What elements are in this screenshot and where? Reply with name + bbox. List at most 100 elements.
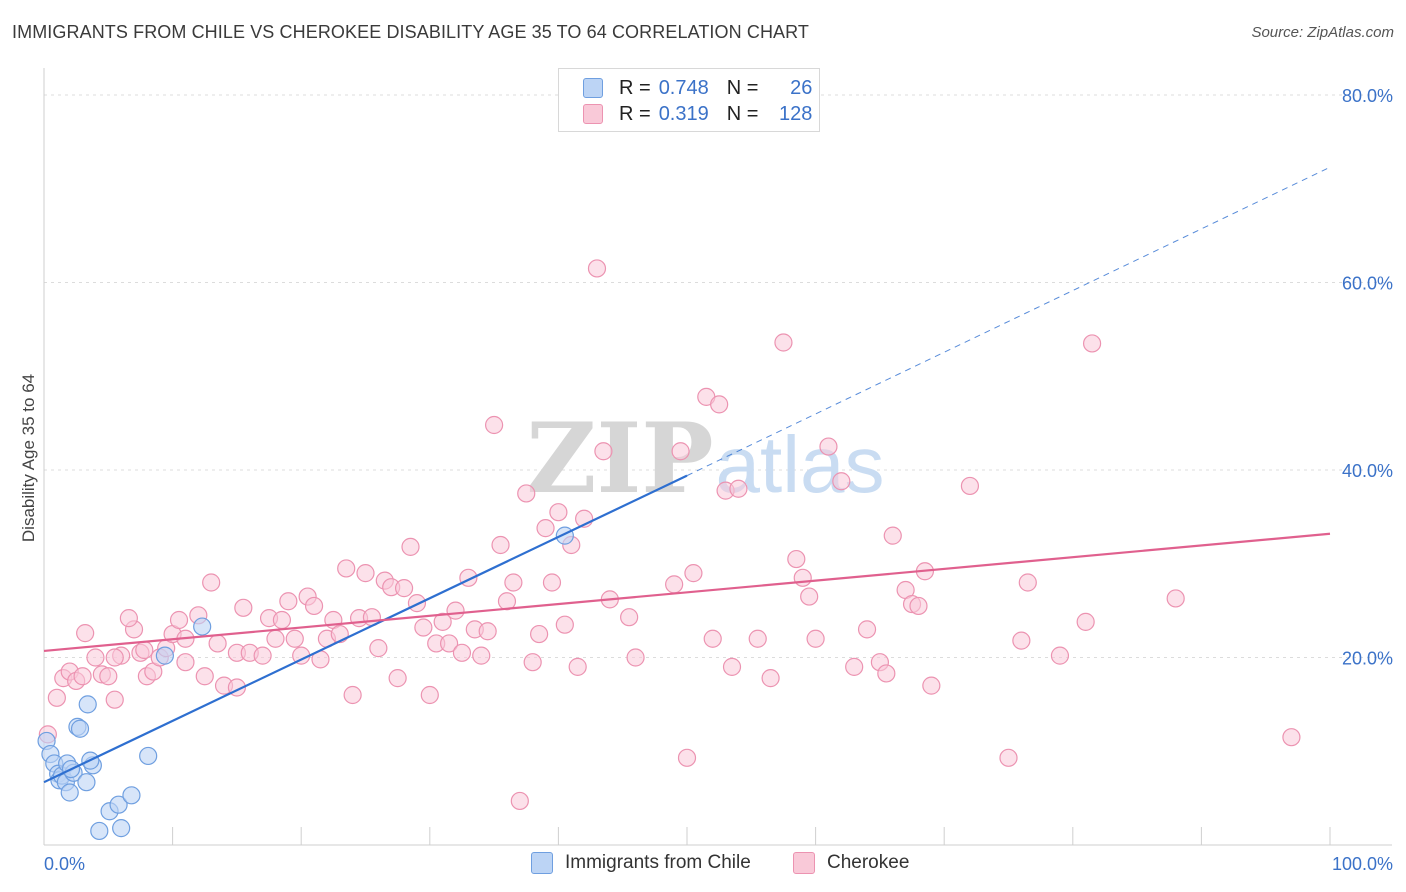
data-point-cherokee bbox=[202, 573, 221, 592]
legend-r-label: R = bbox=[619, 102, 651, 125]
y-tick-label: 60.0% bbox=[1342, 274, 1393, 294]
data-point-cherokee bbox=[472, 646, 491, 665]
data-point-cherokee bbox=[234, 598, 253, 617]
x-tick-label: 100.0% bbox=[1332, 854, 1393, 874]
data-point-cherokee bbox=[176, 653, 195, 672]
data-point-cherokee bbox=[542, 573, 562, 592]
data-point-cherokee bbox=[285, 629, 304, 648]
y-tick-label: 40.0% bbox=[1342, 461, 1393, 481]
data-point-cherokee bbox=[517, 484, 536, 503]
legend-r-value-cherokee: 0.319 bbox=[658, 102, 709, 125]
data-point-cherokee bbox=[1012, 631, 1031, 650]
data-point-cherokee bbox=[568, 657, 587, 676]
data-point-cherokee bbox=[665, 575, 684, 594]
legend-swatch-cherokee bbox=[583, 104, 603, 124]
data-point-cherokee bbox=[800, 587, 819, 606]
data-point-cherokee bbox=[420, 685, 439, 705]
data-point-cherokee bbox=[671, 442, 690, 461]
data-point-cherokee bbox=[626, 648, 645, 667]
data-point-chile bbox=[112, 819, 131, 838]
data-point-cherokee bbox=[832, 472, 851, 491]
data-point-chile bbox=[60, 783, 79, 802]
legend-swatch-chile bbox=[583, 78, 603, 98]
data-point-cherokee bbox=[343, 685, 362, 705]
data-point-cherokee bbox=[369, 639, 388, 658]
legend-row-cherokee: R = 0.319 N = 128 bbox=[583, 101, 812, 127]
data-point-cherokee bbox=[594, 442, 613, 461]
data-point-cherokee bbox=[504, 573, 523, 592]
data-point-cherokee bbox=[388, 669, 407, 688]
data-point-chile bbox=[109, 795, 128, 814]
y-tick-label: 20.0% bbox=[1342, 649, 1393, 669]
data-point-cherokee bbox=[195, 667, 214, 686]
data-point-cherokee bbox=[883, 526, 902, 545]
data-point-cherokee bbox=[76, 624, 95, 643]
data-point-cherokee bbox=[710, 395, 729, 414]
x-tick-label: 0.0% bbox=[44, 854, 85, 874]
legend-r-label: R = bbox=[619, 76, 651, 99]
data-point-cherokee bbox=[356, 564, 375, 583]
bottom-legend-swatch-cherokee bbox=[793, 852, 815, 874]
legend-n-value-chile: 26 bbox=[790, 76, 813, 99]
data-point-cherokee bbox=[105, 648, 124, 667]
data-point-cherokee bbox=[1050, 646, 1070, 665]
data-point-chile bbox=[193, 617, 212, 636]
data-point-cherokee bbox=[620, 608, 639, 627]
data-point-cherokee bbox=[73, 667, 92, 686]
data-point-cherokee bbox=[703, 629, 722, 648]
axes bbox=[43, 68, 1392, 846]
series-chile-points bbox=[37, 526, 574, 841]
data-point-cherokee bbox=[819, 437, 838, 456]
data-point-cherokee bbox=[1166, 589, 1185, 608]
data-point-cherokee bbox=[845, 657, 864, 676]
data-point-chile bbox=[70, 719, 90, 738]
series-cherokee-points bbox=[38, 259, 1301, 811]
trend-line-cherokee bbox=[43, 532, 1331, 653]
data-point-cherokee bbox=[47, 688, 66, 707]
data-point-cherokee bbox=[105, 690, 124, 709]
legend-n-label: N = bbox=[726, 76, 759, 99]
data-point-chile bbox=[77, 773, 96, 792]
trend-lines bbox=[43, 166, 1331, 784]
legend-n-value-cherokee: 128 bbox=[779, 102, 813, 125]
y-axis-label: Disability Age 35 to 64 bbox=[19, 374, 38, 542]
correlation-legend: R = 0.748 N = 26 R = 0.319 N = 128 bbox=[558, 68, 820, 132]
data-point-cherokee bbox=[414, 618, 433, 637]
data-point-cherokee bbox=[922, 676, 941, 695]
data-point-cherokee bbox=[999, 748, 1018, 767]
data-point-cherokee bbox=[433, 612, 452, 631]
data-point-cherokee bbox=[1082, 334, 1102, 353]
data-point-cherokee bbox=[536, 519, 555, 538]
data-point-cherokee bbox=[304, 596, 324, 616]
data-point-cherokee bbox=[909, 596, 928, 616]
data-point-cherokee bbox=[86, 648, 105, 667]
data-point-cherokee bbox=[208, 634, 227, 653]
legend-r-value-chile: 0.748 bbox=[658, 76, 709, 99]
data-point-cherokee bbox=[1282, 728, 1301, 747]
data-point-cherokee bbox=[485, 415, 504, 435]
data-point-cherokee bbox=[877, 664, 896, 683]
data-point-cherokee bbox=[272, 610, 292, 630]
bottom-legend-label-chile: Immigrants from Chile bbox=[565, 852, 751, 873]
tick-labels: 80.0% 60.0% 40.0% 20.0% 0.0% 100.0% bbox=[44, 86, 1393, 874]
data-point-cherokee bbox=[491, 535, 510, 555]
data-point-cherokee bbox=[787, 549, 806, 569]
data-point-cherokee bbox=[446, 601, 465, 620]
data-point-cherokee bbox=[439, 634, 459, 653]
data-point-cherokee bbox=[748, 629, 767, 648]
data-point-cherokee bbox=[774, 333, 793, 352]
data-point-cherokee bbox=[523, 653, 542, 672]
data-point-chile bbox=[90, 821, 109, 841]
data-point-cherokee bbox=[793, 568, 812, 587]
data-point-cherokee bbox=[279, 592, 298, 611]
data-point-cherokee bbox=[806, 629, 825, 648]
data-point-cherokee bbox=[119, 609, 138, 628]
data-point-cherokee bbox=[452, 643, 472, 662]
data-point-cherokee bbox=[530, 624, 549, 644]
data-point-cherokee bbox=[857, 620, 877, 639]
data-point-chile bbox=[155, 646, 174, 665]
y-tick-label: 80.0% bbox=[1342, 86, 1393, 106]
data-point-cherokee bbox=[555, 615, 574, 634]
data-point-cherokee bbox=[510, 791, 529, 811]
data-point-cherokee bbox=[761, 669, 780, 688]
